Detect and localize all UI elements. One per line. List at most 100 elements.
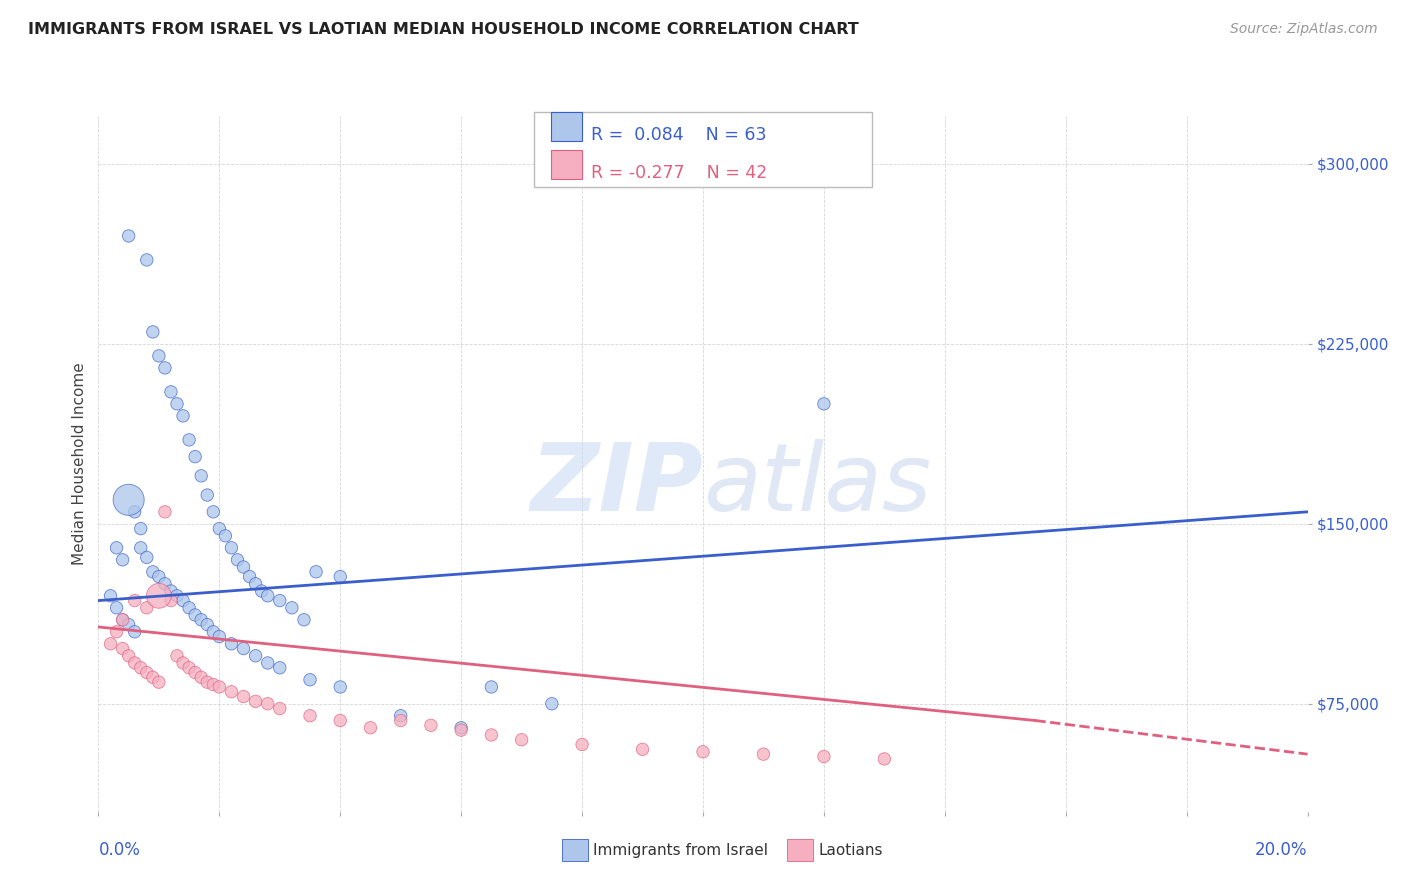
Point bbox=[571, 738, 593, 752]
Point bbox=[118, 617, 141, 632]
Point bbox=[142, 670, 165, 684]
Point bbox=[142, 565, 165, 579]
Point bbox=[329, 680, 352, 694]
Point bbox=[481, 728, 503, 742]
Point bbox=[100, 589, 122, 603]
Point bbox=[190, 468, 212, 483]
Point bbox=[124, 624, 146, 639]
Point bbox=[329, 714, 352, 728]
Point bbox=[135, 600, 157, 615]
Point bbox=[813, 397, 835, 411]
Point bbox=[214, 529, 236, 543]
Point bbox=[135, 550, 157, 565]
Y-axis label: Median Household Income: Median Household Income bbox=[72, 362, 87, 566]
Point bbox=[111, 613, 134, 627]
Point bbox=[269, 593, 291, 607]
Point bbox=[105, 624, 128, 639]
Point bbox=[153, 576, 176, 591]
Text: IMMIGRANTS FROM ISRAEL VS LAOTIAN MEDIAN HOUSEHOLD INCOME CORRELATION CHART: IMMIGRANTS FROM ISRAEL VS LAOTIAN MEDIAN… bbox=[28, 22, 859, 37]
Point bbox=[256, 656, 278, 670]
Point bbox=[148, 569, 170, 583]
Text: atlas: atlas bbox=[703, 439, 931, 530]
Point bbox=[221, 637, 243, 651]
Point bbox=[202, 505, 225, 519]
Text: Immigrants from Israel: Immigrants from Israel bbox=[593, 843, 768, 857]
Point bbox=[631, 742, 654, 756]
Point bbox=[245, 694, 267, 708]
Point bbox=[299, 673, 322, 687]
Text: ZIP: ZIP bbox=[530, 439, 703, 531]
Point bbox=[118, 648, 141, 663]
Point bbox=[329, 569, 352, 583]
Point bbox=[281, 600, 304, 615]
Point bbox=[166, 397, 188, 411]
Point bbox=[100, 637, 122, 651]
Point bbox=[245, 648, 267, 663]
Point bbox=[305, 565, 328, 579]
Text: R =  0.084    N = 63: R = 0.084 N = 63 bbox=[591, 127, 766, 145]
Point bbox=[172, 593, 194, 607]
Point bbox=[481, 680, 503, 694]
Point bbox=[299, 708, 322, 723]
Point bbox=[111, 613, 134, 627]
Point bbox=[129, 541, 152, 555]
Point bbox=[129, 661, 152, 675]
Point bbox=[129, 522, 152, 536]
Point bbox=[172, 409, 194, 423]
Point bbox=[269, 701, 291, 715]
Point bbox=[256, 589, 278, 603]
Point bbox=[360, 721, 382, 735]
Point bbox=[221, 541, 243, 555]
Point bbox=[124, 656, 146, 670]
Point bbox=[166, 589, 188, 603]
Point bbox=[226, 553, 249, 567]
Point bbox=[135, 665, 157, 680]
Point bbox=[292, 613, 315, 627]
Point bbox=[148, 349, 170, 363]
Point bbox=[389, 714, 412, 728]
Text: 0.0%: 0.0% bbox=[98, 840, 141, 858]
Point bbox=[250, 584, 273, 599]
Point bbox=[184, 665, 207, 680]
Point bbox=[232, 641, 254, 656]
Point bbox=[118, 492, 141, 507]
Text: 20.0%: 20.0% bbox=[1256, 840, 1308, 858]
Point bbox=[389, 708, 412, 723]
Point bbox=[208, 630, 231, 644]
Point bbox=[813, 749, 835, 764]
Point bbox=[160, 584, 183, 599]
Text: Laotians: Laotians bbox=[818, 843, 883, 857]
Point bbox=[195, 488, 218, 502]
Point bbox=[873, 752, 896, 766]
Point bbox=[105, 600, 128, 615]
Point bbox=[153, 505, 176, 519]
Point bbox=[202, 624, 225, 639]
Point bbox=[540, 697, 562, 711]
Point bbox=[752, 747, 775, 761]
Point bbox=[142, 325, 165, 339]
Point bbox=[160, 384, 183, 399]
Point bbox=[195, 675, 218, 690]
Point bbox=[153, 360, 176, 375]
Point bbox=[124, 505, 146, 519]
Point bbox=[190, 613, 212, 627]
Point bbox=[232, 690, 254, 704]
Point bbox=[177, 600, 201, 615]
Point bbox=[245, 576, 267, 591]
Point bbox=[111, 641, 134, 656]
Point bbox=[450, 723, 472, 738]
Point bbox=[184, 450, 207, 464]
Point bbox=[105, 541, 128, 555]
Point bbox=[510, 732, 533, 747]
Text: Source: ZipAtlas.com: Source: ZipAtlas.com bbox=[1230, 22, 1378, 37]
Point bbox=[195, 617, 218, 632]
Point bbox=[135, 252, 157, 267]
Point bbox=[208, 680, 231, 694]
Point bbox=[111, 553, 134, 567]
Point bbox=[148, 675, 170, 690]
Point bbox=[118, 228, 141, 243]
Point bbox=[692, 745, 714, 759]
Point bbox=[160, 593, 183, 607]
Point bbox=[269, 661, 291, 675]
Point bbox=[239, 569, 262, 583]
